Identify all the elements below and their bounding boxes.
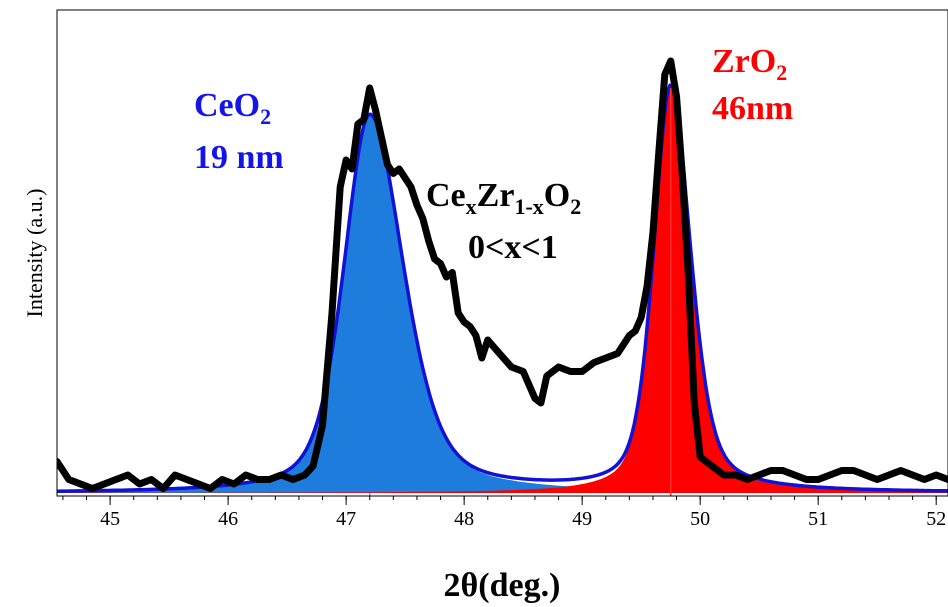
x-tick-label: 48	[454, 508, 474, 530]
ceo2-size-label: 19 nm	[194, 139, 284, 176]
x-tick-label: 50	[690, 508, 710, 530]
x-axis-ticks: 45 46 47 48 49 50 51 52	[62, 496, 946, 530]
plot-frame	[56, 9, 948, 497]
x-tick-label: 46	[218, 508, 238, 530]
x-tick-label: 47	[336, 508, 356, 530]
experimental-data-line	[57, 57, 948, 492]
x-tick-label: 49	[572, 508, 592, 530]
ceo2-peak-fill	[57, 115, 948, 493]
x-tick-label: 51	[808, 508, 828, 530]
mixed-oxide-label: CexZr1-xO2	[426, 177, 581, 219]
zro2-label: ZrO2	[712, 43, 787, 85]
zro2-size-label: 46nm	[712, 90, 793, 127]
fit-envelope-line	[57, 83, 948, 493]
x-axis-title: 2θ(deg.)	[444, 567, 561, 604]
x-tick-label: 45	[100, 508, 120, 530]
zro2-peak-fill	[57, 88, 948, 494]
y-axis-title: Intensity (a.u.)	[22, 189, 47, 318]
mixed-range-label: 0<x<1	[468, 229, 558, 266]
x-tick-label: 52	[926, 508, 946, 530]
ceo2-label: CeO2	[194, 87, 271, 129]
